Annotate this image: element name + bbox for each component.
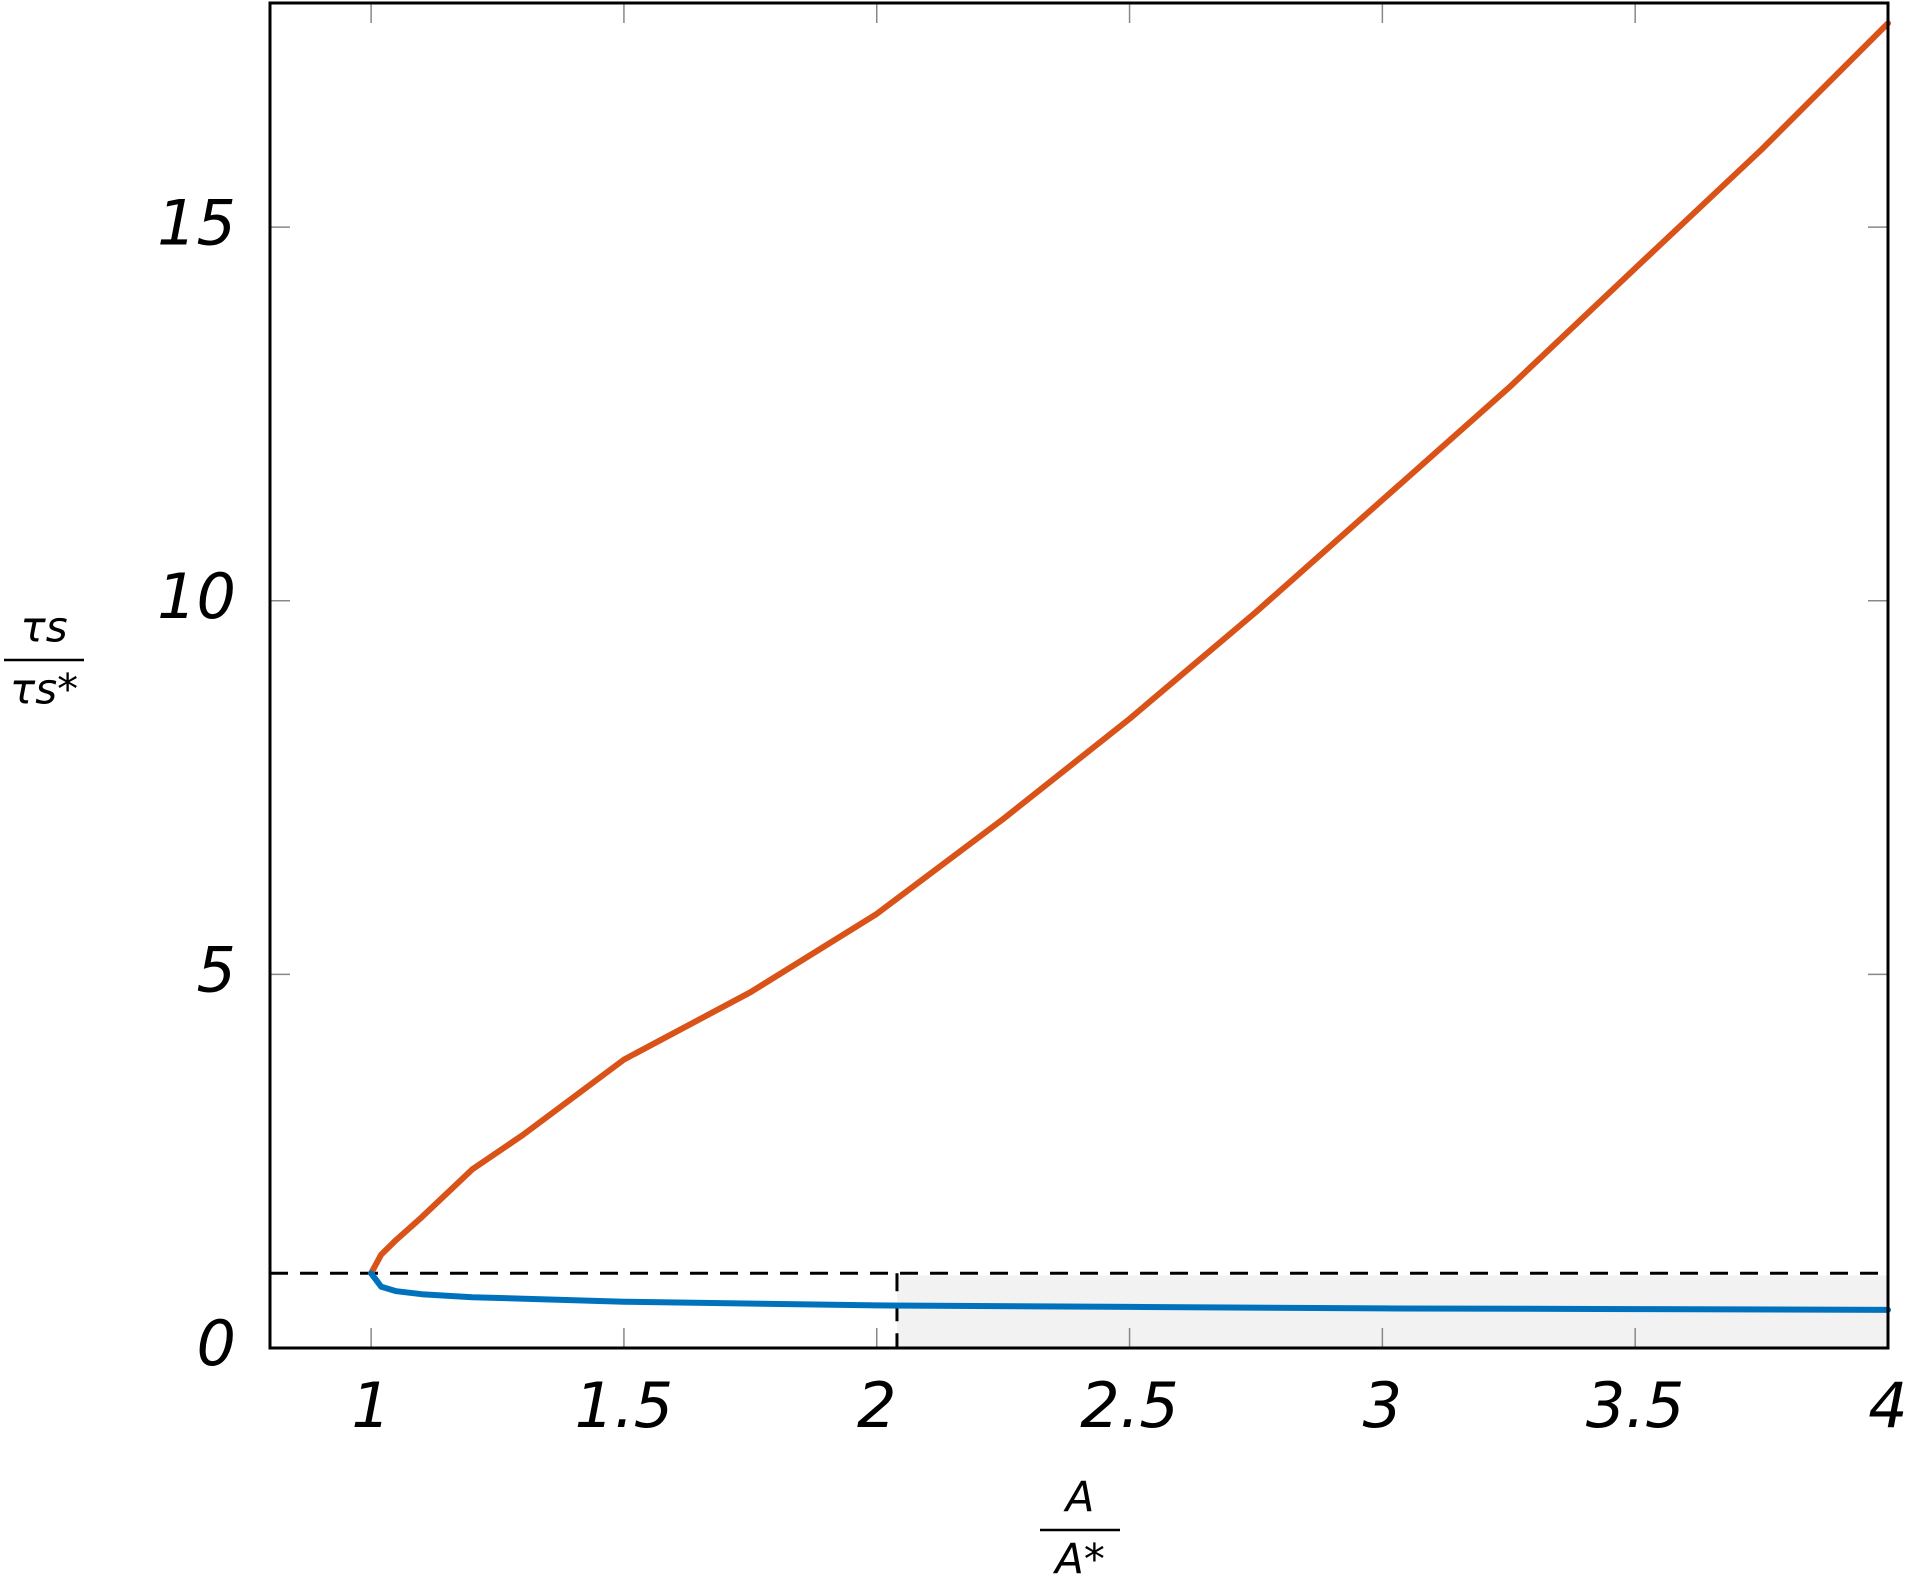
series-line	[368, 20, 1891, 1277]
y-label-denominator: τs*	[10, 665, 78, 714]
x-tick-label: 3.5	[1586, 1369, 1685, 1442]
y-label-numerator: τs	[20, 603, 67, 652]
series-line	[368, 1270, 1891, 1313]
y-tick-label: 0	[197, 1307, 236, 1380]
y-tick-label: 15	[157, 186, 236, 259]
x-tick-label: 2	[857, 1369, 896, 1442]
x-label-numerator: A	[1063, 1473, 1095, 1522]
x-tick-label: 2.5	[1080, 1369, 1179, 1442]
x-tick-label: 3	[1363, 1369, 1402, 1442]
y-tick-label: 10	[157, 560, 236, 633]
plot-frame	[268, 1, 1890, 1350]
x-tick-label: 1.5	[575, 1369, 674, 1442]
x-label-denominator: A*	[1052, 1535, 1105, 1584]
x-tick-label: 4	[1868, 1369, 1907, 1442]
x-tick-label: 1	[351, 1369, 390, 1442]
y-tick-label: 5	[197, 933, 236, 1006]
